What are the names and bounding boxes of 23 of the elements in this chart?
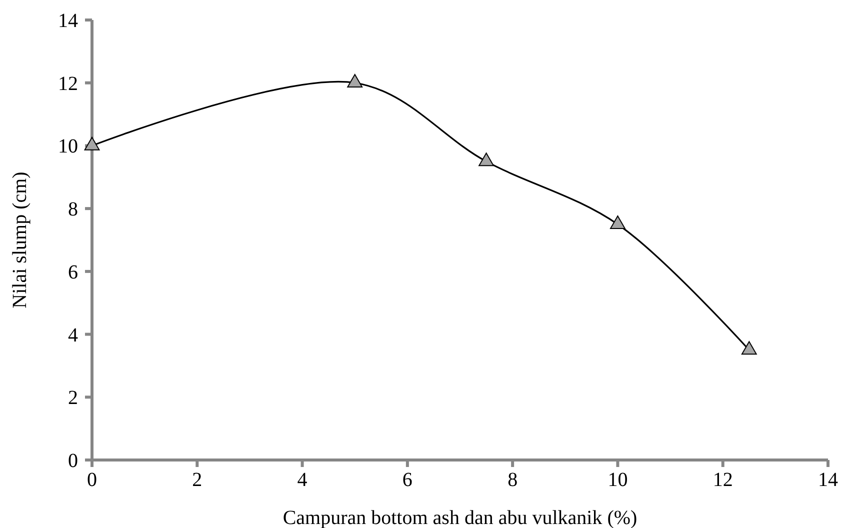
x-tick-label: 12 bbox=[712, 469, 733, 491]
y-axis-title: Nilai slump (cm) bbox=[9, 172, 31, 308]
point bbox=[741, 341, 757, 355]
x-tick-label: 2 bbox=[192, 469, 202, 491]
x-tick-label: 10 bbox=[608, 469, 628, 491]
x-tick-label: 0 bbox=[87, 469, 97, 491]
y-tick-label: 2 bbox=[68, 387, 78, 410]
y-tick-label: 10 bbox=[58, 136, 78, 158]
y-tick-label: 12 bbox=[58, 72, 78, 95]
x-tick-label: 14 bbox=[818, 469, 838, 491]
x-tick-label: 8 bbox=[508, 469, 518, 491]
x-axis-title: Campuran bottom ash dan abu vulkanik (%) bbox=[282, 507, 638, 528]
point bbox=[610, 215, 626, 229]
y-tick-label: 6 bbox=[68, 261, 78, 284]
point bbox=[478, 152, 494, 166]
x-tick-label: 6 bbox=[402, 469, 412, 491]
y-tick-label: 8 bbox=[68, 198, 78, 221]
y-tick-label: 14 bbox=[58, 10, 78, 32]
y-tick-label: 0 bbox=[68, 450, 78, 472]
point bbox=[84, 136, 100, 150]
x-tick-label: 4 bbox=[297, 469, 308, 491]
point bbox=[347, 74, 363, 88]
y-tick-label: 4 bbox=[68, 324, 78, 346]
